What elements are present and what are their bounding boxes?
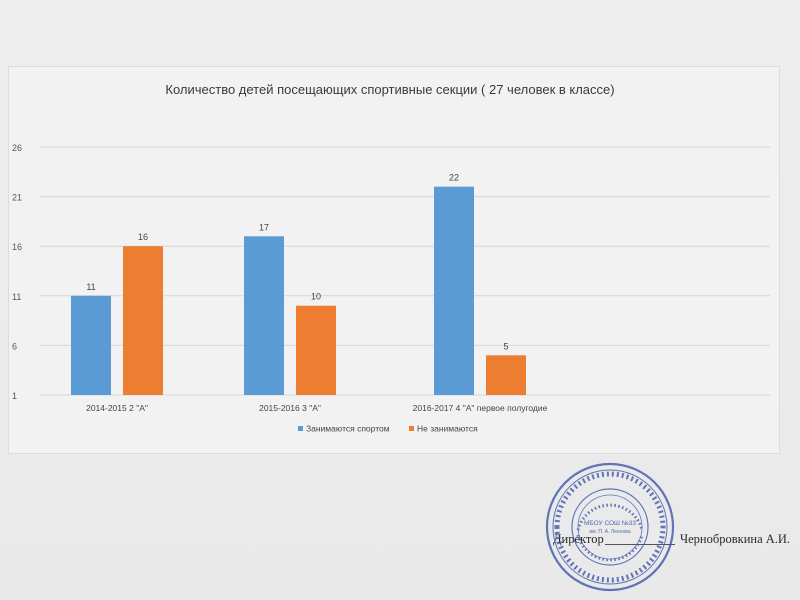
bar [244, 236, 284, 395]
signature-blank [605, 544, 675, 545]
y-tick-label: 16 [12, 242, 22, 252]
data-label: 5 [503, 341, 508, 351]
legend-swatch [298, 426, 303, 431]
bar [486, 355, 526, 395]
x-tick-label: 2015-2016 3 "А" [259, 403, 321, 413]
legend-swatch [409, 426, 414, 431]
y-tick-label: 6 [12, 341, 17, 351]
chart-title: Количество детей посещающих спортивные с… [165, 82, 615, 97]
signature-role: Директор [553, 532, 604, 546]
bar [71, 295, 111, 395]
y-tick-label: 1 [12, 391, 17, 401]
signature-line: Директор Чернобровкина А.И. [553, 528, 793, 550]
y-tick-label: 26 [12, 143, 22, 153]
bar [296, 305, 336, 395]
data-label: 22 [449, 173, 459, 183]
data-label: 16 [138, 232, 148, 242]
stamp-center-text: МБОУ СОШ №33 [584, 520, 636, 527]
x-tick-label: 2016-2017 4 "А" первое полугодие [413, 403, 548, 413]
data-label: 17 [259, 222, 269, 232]
stamp-center-sub: им. П. А. Леонова [589, 529, 630, 535]
bar [434, 186, 474, 395]
y-tick-label: 21 [12, 193, 22, 203]
x-tick-label: 2014-2015 2 "А" [86, 403, 148, 413]
data-label: 11 [86, 282, 95, 292]
bar [123, 246, 163, 395]
signature-name: Чернобровкина А.И. [680, 532, 791, 546]
legend-label: Занимаются спортом [306, 424, 390, 434]
y-tick-label: 11 [12, 292, 21, 302]
legend-label: Не занимаются [417, 424, 478, 434]
data-label: 10 [311, 292, 321, 302]
official-stamp: МБОУ СОШ №33 им. П. А. Леонова [545, 462, 675, 592]
